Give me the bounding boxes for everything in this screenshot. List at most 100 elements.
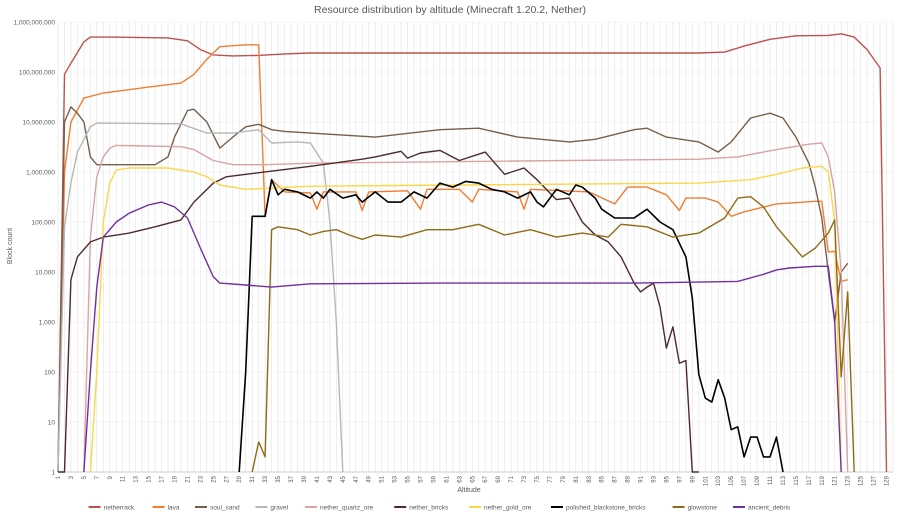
x-tick-label: 129 bbox=[885, 475, 891, 486]
x-tick-label: 95 bbox=[664, 475, 670, 482]
legend-label: netherrack bbox=[104, 504, 135, 511]
x-tick-label: 91 bbox=[639, 475, 645, 482]
x-tick-label: 119 bbox=[820, 475, 826, 485]
y-tick-label: 100,000,000 bbox=[19, 70, 56, 77]
x-tick-label: 1 bbox=[56, 475, 62, 479]
series-line-netherrack bbox=[57, 33, 888, 473]
x-tick-label: 109 bbox=[755, 475, 761, 486]
x-tick-label: 101 bbox=[703, 475, 709, 486]
x-tick-label: 53 bbox=[393, 475, 399, 482]
x-tick-label: 51 bbox=[380, 475, 386, 482]
x-tick-label: 3 bbox=[69, 475, 75, 479]
legend-item: netherrack bbox=[88, 504, 135, 511]
legend-item: lava bbox=[152, 504, 180, 511]
legend-label: polished_blackstone_bricks bbox=[566, 504, 646, 511]
series-line-lava bbox=[57, 44, 848, 473]
x-tick-label: 61 bbox=[444, 475, 450, 482]
series-line-soul-sand bbox=[57, 106, 849, 473]
x-tick-label: 65 bbox=[470, 475, 476, 482]
x-tick-label: 87 bbox=[613, 475, 619, 482]
y-tick-label: 10 bbox=[48, 420, 56, 427]
legend-item: nether_quartz_ore bbox=[305, 504, 374, 511]
x-tick-label: 63 bbox=[457, 475, 463, 482]
x-tick-label: 77 bbox=[548, 475, 554, 482]
grid-lines bbox=[57, 21, 894, 473]
x-tick-label: 41 bbox=[315, 475, 321, 482]
legend-item: nether_gold_ore bbox=[469, 504, 532, 511]
x-tick-label: 73 bbox=[522, 475, 528, 482]
x-tick-label: 31 bbox=[250, 475, 256, 482]
legend-label: lava bbox=[168, 504, 180, 511]
x-tick-label: 117 bbox=[807, 475, 813, 485]
x-tick-label: 13 bbox=[134, 475, 140, 482]
x-tick-label: 5 bbox=[82, 475, 88, 479]
y-tick-label: 10,000 bbox=[35, 270, 55, 277]
series-line-ancient-debris bbox=[83, 201, 842, 473]
series-line-nether-quartz-ore bbox=[83, 142, 849, 473]
legend-item: polished_blackstone_bricks bbox=[551, 504, 646, 511]
x-tick-label: 81 bbox=[574, 475, 580, 482]
x-tick-label: 105 bbox=[729, 475, 735, 486]
legend-label: nether_bricks bbox=[409, 504, 449, 511]
x-tick-label: 71 bbox=[509, 475, 515, 482]
x-tick-label: 75 bbox=[535, 475, 541, 482]
x-tick-label: 9 bbox=[108, 475, 114, 479]
y-tick-label: 1,000,000 bbox=[26, 170, 55, 177]
chart-title: Resource distribution by altitude (Minec… bbox=[314, 4, 586, 16]
series-line-gravel bbox=[57, 122, 344, 473]
x-tick-label: 11 bbox=[121, 475, 127, 482]
x-tick-label: 35 bbox=[276, 475, 282, 482]
x-tick-label: 67 bbox=[483, 475, 489, 482]
y-tick-label: 1 bbox=[51, 470, 55, 477]
x-tick-label: 7 bbox=[95, 475, 101, 479]
legend-label: glowstone bbox=[688, 504, 718, 511]
x-tick-label: 107 bbox=[742, 475, 748, 486]
legend-label: soul_sand bbox=[210, 504, 240, 511]
legend-label: nether_gold_ore bbox=[484, 504, 532, 511]
x-tick-label: 97 bbox=[677, 475, 683, 482]
series-line-glowstone bbox=[251, 196, 855, 473]
x-tick-label: 123 bbox=[846, 475, 852, 486]
x-tick-label: 27 bbox=[224, 475, 230, 482]
x-tick-label: 121 bbox=[833, 475, 839, 486]
x-tick-label: 103 bbox=[716, 475, 722, 486]
x-tick-label: 69 bbox=[496, 475, 502, 482]
legend-label: gravel bbox=[270, 504, 288, 511]
x-tick-label: 83 bbox=[587, 475, 593, 482]
series-line-nether-bricks bbox=[58, 149, 699, 473]
legend-item: gravel bbox=[255, 504, 289, 511]
x-tick-label: 113 bbox=[781, 475, 787, 485]
x-tick-label: 59 bbox=[431, 475, 437, 482]
x-tick-label: 33 bbox=[263, 475, 269, 482]
x-tick-label: 47 bbox=[354, 475, 360, 482]
x-tick-label: 37 bbox=[289, 475, 295, 482]
y-axis-label: Block count bbox=[7, 228, 14, 264]
x-tick-label: 127 bbox=[872, 475, 878, 486]
y-tick-label: 100,000 bbox=[32, 220, 56, 227]
x-tick-labels: 1 3 5 7 9 11 13 15 17 19 21 23 25 27 29 31 33 35 37 39 41 43 4… bbox=[56, 475, 891, 486]
x-tick-label: 15 bbox=[147, 475, 153, 482]
y-tick-label: 1,000 bbox=[39, 320, 56, 327]
x-tick-label: 19 bbox=[173, 475, 179, 482]
x-tick-label: 43 bbox=[328, 475, 334, 482]
series-line-polished-blackstone-bricks bbox=[238, 178, 784, 473]
legend-item: soul_sand bbox=[195, 504, 240, 511]
x-tick-label: 45 bbox=[341, 475, 347, 482]
x-tick-label: 111 bbox=[768, 475, 774, 485]
y-tick-labels: 1 10 100 1,000 10,000 100,000 1,000,000 10,000,… bbox=[13, 20, 55, 477]
x-tick-label: 99 bbox=[690, 475, 696, 482]
y-tick-label: 100 bbox=[44, 370, 55, 377]
x-tick-label: 125 bbox=[859, 475, 865, 486]
legend: netherrack lava soul_sand gravel nether_quar… bbox=[88, 504, 791, 511]
x-tick-label: 29 bbox=[237, 475, 243, 482]
legend-item: nether_bricks bbox=[394, 504, 449, 511]
x-tick-label: 89 bbox=[626, 475, 632, 482]
y-tick-label: 10,000,000 bbox=[22, 120, 55, 127]
x-tick-label: 23 bbox=[198, 475, 204, 482]
x-tick-label: 21 bbox=[185, 475, 191, 482]
series-lines bbox=[57, 33, 888, 473]
x-tick-label: 39 bbox=[302, 475, 308, 482]
x-tick-label: 25 bbox=[211, 475, 217, 482]
